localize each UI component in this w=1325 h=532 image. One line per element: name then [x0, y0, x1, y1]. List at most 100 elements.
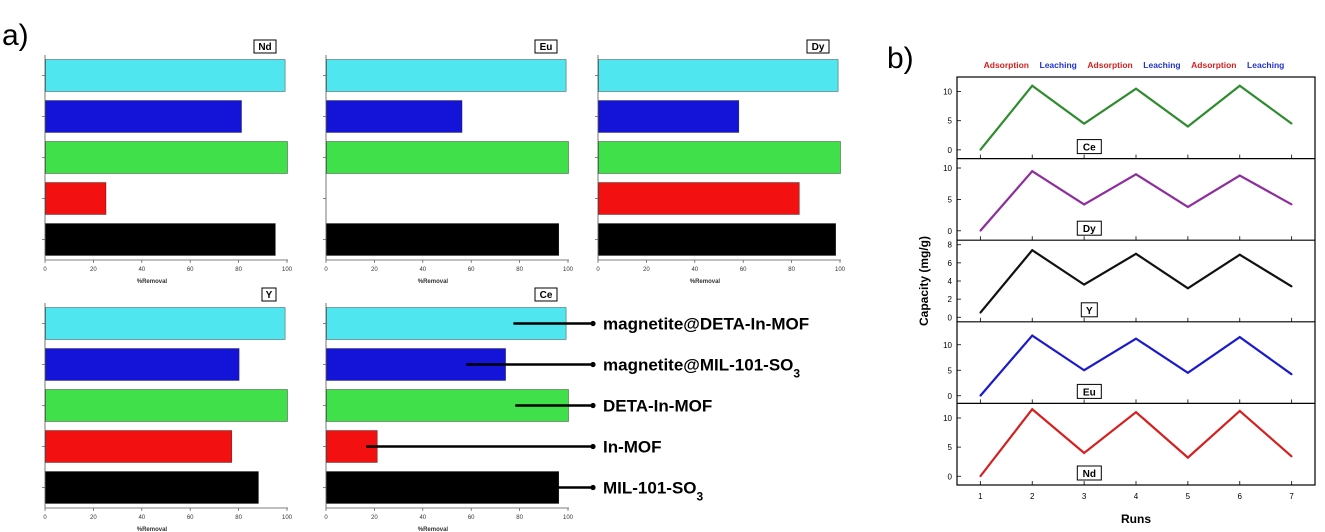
legend-arrow-head	[590, 402, 596, 409]
bar-eu-magnetite-deta-in-mof	[326, 59, 567, 92]
data-point-y	[1031, 249, 1034, 252]
bar-panels: 0 20 40 60 80 100 %Removal Nd 0 20 40 60 80 100 %Remov…	[42, 39, 846, 532]
capacity-line-chart: Adsorption Leaching Adsorption Leaching Adso…	[917, 60, 1316, 526]
data-point-eu	[1135, 337, 1137, 340]
x-axis-title: Runs	[1121, 512, 1151, 526]
legend-label-main: magnetite@DETA-In-MOF	[603, 315, 809, 334]
phase-labels: Adsorption Leaching Adsorption Leaching Adso…	[984, 60, 1285, 70]
bar-y-in-mof	[45, 430, 233, 463]
y-tick-label: 5	[948, 443, 953, 452]
element-label-box	[1076, 139, 1102, 155]
element-label-box	[1076, 383, 1102, 399]
data-point-dy	[1186, 206, 1189, 208]
x-axis-label: %Removal	[418, 279, 449, 285]
element-label-box	[1080, 302, 1098, 318]
bar-nd-magnetite-deta-in-mof	[45, 59, 286, 92]
x-tick-label: 40	[419, 267, 426, 273]
x-tick-label: 20	[371, 515, 378, 521]
bar-dy-mil-101-so3	[598, 223, 836, 256]
element-label: Nd	[258, 42, 271, 53]
x-tick-label: 60	[468, 515, 475, 521]
x-tick-label: 80	[235, 267, 242, 273]
bar-dy-in-mof	[598, 182, 800, 215]
data-point-ce	[1186, 125, 1189, 128]
line-chart-frame	[956, 76, 1316, 486]
bar-y-mil-101-so3	[45, 471, 259, 504]
element-label: Eu	[540, 42, 553, 53]
phase-label-leaching: Leaching	[1040, 60, 1077, 70]
line-panel-dy: 0 5 10 Dy	[943, 158, 1315, 241]
element-label: Y	[1086, 306, 1093, 317]
x-tick-label: 100	[282, 267, 293, 273]
data-point-y	[979, 311, 982, 314]
legend-label: DETA-In-MOF	[603, 397, 712, 416]
y-tick-label: 6	[948, 259, 953, 268]
legend-label-subscript: 3	[793, 367, 800, 381]
element-label-box	[534, 287, 558, 302]
data-point-eu	[1290, 373, 1293, 376]
data-point-ce	[979, 148, 982, 151]
panel-b-label: b)	[887, 42, 914, 75]
y-tick-label: 2	[948, 295, 953, 304]
data-point-eu	[979, 394, 982, 397]
element-label-box	[261, 287, 277, 302]
data-point-ce	[1135, 87, 1137, 90]
data-point-y	[1083, 283, 1086, 286]
y-tick-label: 8	[948, 241, 953, 250]
y-tick-label: 0	[948, 313, 953, 322]
series-line-nd	[979, 407, 1293, 477]
x-tick-label: 80	[235, 515, 242, 521]
data-point-nd	[1290, 455, 1293, 458]
x-tick-label: 0	[596, 267, 600, 273]
x-tick-label: 80	[516, 515, 523, 521]
bar-y-magnetite-mil-101-so3	[45, 348, 240, 381]
legend-label: MIL-101-SO3	[603, 479, 704, 504]
x-tick-label: 0	[324, 515, 328, 521]
x-tick-label: 100	[835, 267, 846, 273]
y-tick-label: 5	[948, 117, 953, 126]
bar-y-magnetite-deta-in-mof	[45, 307, 286, 340]
x-tick-label: 20	[643, 267, 650, 273]
element-label: Eu	[1083, 387, 1096, 398]
x-axis-label: %Removal	[137, 279, 168, 285]
y-tick-label: 5	[948, 195, 953, 204]
bar-nd-deta-in-mof	[45, 141, 288, 174]
element-label: Ce	[540, 290, 553, 301]
x-axis-label: %Removal	[690, 279, 721, 285]
legend-arrow-head	[590, 443, 596, 450]
series-line-ce	[979, 84, 1293, 151]
legend-item-mil-101-so3: MIL-101-SO3	[507, 479, 704, 504]
series-line-y	[979, 248, 1293, 314]
series-line-dy	[979, 169, 1293, 232]
y-tick-label: 10	[943, 88, 952, 97]
legend-label-main: In-MOF	[603, 438, 662, 457]
bar-panel-dy: 0 20 40 60 80 100 %Removal Dy	[595, 39, 846, 285]
phase-label-adsorption: Adsorption	[1087, 60, 1132, 70]
legend-label: magnetite@MIL-101-SO3	[603, 356, 800, 381]
y-tick-label: 0	[948, 472, 953, 481]
x-tick-label: 40	[138, 267, 145, 273]
data-point-ce	[1238, 84, 1241, 87]
x-tick-label: 40	[138, 515, 145, 521]
bar-nd-magnetite-mil-101-so3	[45, 100, 242, 133]
element-label-box	[806, 39, 830, 54]
bar-y-deta-in-mof	[45, 389, 288, 422]
x-tick-label: 80	[516, 267, 523, 273]
data-point-dy	[1290, 203, 1293, 206]
data-point-ce	[1290, 122, 1293, 125]
legend-item-in-mof: In-MOF	[366, 438, 662, 457]
y-tick-label: 5	[948, 366, 953, 375]
phase-label-leaching: Leaching	[1247, 60, 1284, 70]
legend-label-main: MIL-101-SO	[603, 479, 697, 498]
x-tick-label: 7	[1289, 492, 1294, 501]
y-tick-label: 10	[943, 341, 952, 350]
line-panel-nd: 0 5 10 Nd	[943, 402, 1315, 485]
data-point-eu	[1031, 334, 1034, 337]
legend-label-main: magnetite@MIL-101-SO	[603, 356, 793, 375]
y-tick-label: 0	[948, 227, 953, 236]
data-point-nd	[1083, 452, 1086, 454]
legend-label-main: DETA-In-MOF	[603, 397, 712, 416]
y-tick-label: 0	[948, 392, 953, 401]
legend-item-deta-in-mof: DETA-In-MOF	[515, 397, 712, 416]
